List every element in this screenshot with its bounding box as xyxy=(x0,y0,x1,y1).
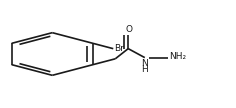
Text: H: H xyxy=(141,65,148,74)
Text: NH₂: NH₂ xyxy=(169,52,186,61)
Text: O: O xyxy=(126,25,133,34)
Text: N: N xyxy=(141,59,148,68)
Text: Br: Br xyxy=(114,44,124,53)
